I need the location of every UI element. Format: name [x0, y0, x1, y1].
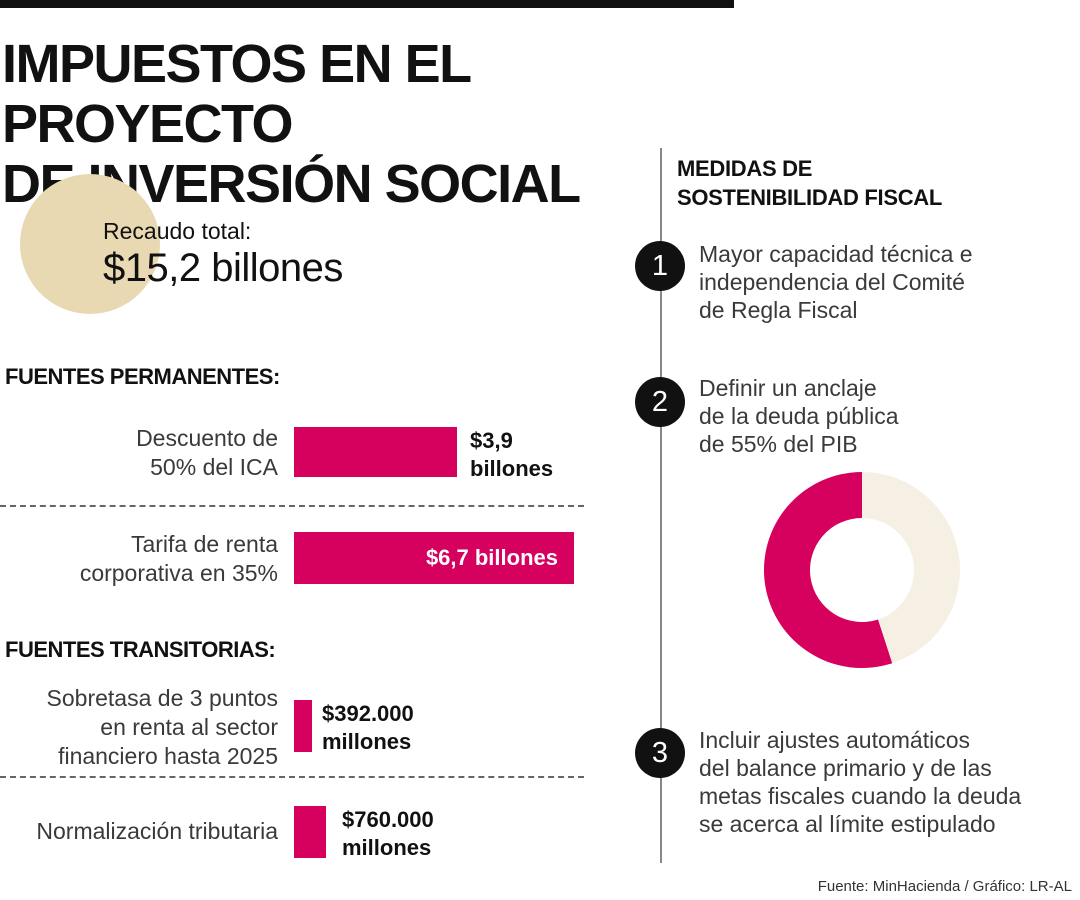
transitorias-heading: FUENTES TRANSITORIAS:	[5, 637, 276, 662]
row-label-sobretasa-line-3: financiero hasta 2025	[58, 743, 278, 769]
total-label: Recaudo total:	[103, 218, 252, 244]
measure-1: Mayor capacidad técnica e independencia …	[699, 240, 1069, 324]
row-divider	[0, 505, 584, 507]
bar-value-ica: $3,9 billones	[470, 427, 553, 483]
measure-3-line-2: del balance primario y de las	[699, 755, 992, 781]
measure-3-line-1: Incluir ajustes automáticos	[699, 727, 971, 753]
bar-value-sobretasa-line-2: millones	[322, 729, 412, 754]
row-label-ica-line-2: 50% del ICA	[150, 454, 278, 480]
bar-value-renta: $6,7 billones	[425, 545, 558, 570]
bar-value-ica-line-2: billones	[470, 456, 554, 481]
measure-3-line-3: metas fiscales cuando la deuda	[699, 783, 1022, 809]
row-divider	[0, 776, 584, 778]
row-label-sobretasa-line-1: Sobretasa de 3 puntos	[46, 685, 278, 711]
row-label-renta-line-2: corporativa en 35%	[79, 560, 278, 586]
donut-slice-rest	[862, 472, 960, 664]
row-label-renta: Tarifa de renta corporativa en 35%	[0, 530, 278, 588]
measure-number-2: 2	[635, 377, 685, 427]
bar-renta	[294, 532, 574, 584]
measure-2: Definir un anclaje de la deuda pública d…	[699, 374, 1069, 458]
bar-value-sobretasa-line-1: $392.000	[322, 701, 414, 726]
row-label-ica-line-1: Descuento de	[136, 425, 278, 451]
bar-ica	[294, 427, 457, 477]
row-label-normalizacion: Normalización tributaria	[36, 818, 278, 844]
debt-anchor-donut	[764, 472, 960, 668]
measure-1-line-1: Mayor capacidad técnica e	[699, 241, 973, 267]
bar-value-sobretasa: $392.000 millones	[322, 700, 414, 756]
measure-1-line-2: independencia del Comité	[699, 269, 965, 295]
bar-sobretasa	[294, 700, 312, 752]
permanentes-heading: FUENTES PERMANENTES:	[5, 364, 280, 389]
vertical-divider	[660, 148, 662, 863]
measure-2-line-2: de la deuda pública	[699, 403, 899, 429]
bar-value-normalizacion-line-1: $760.000	[342, 807, 434, 832]
medidas-heading: MEDIDAS DE SOSTENIBILIDAD FISCAL	[677, 154, 942, 212]
bar-value-normalizacion-line-2: millones	[342, 835, 432, 860]
source-note: Fuente: MinHacienda / Gráfico: LR-AL	[817, 878, 1072, 895]
measure-1-line-3: de Regla Fiscal	[699, 297, 858, 323]
bar-value-ica-line-1: $3,9	[470, 428, 513, 453]
donut-slice-debt	[764, 472, 893, 668]
total-circle	[20, 174, 160, 314]
measure-3: Incluir ajustes automáticos del balance …	[699, 726, 1069, 838]
measure-2-line-3: de 55% del PIB	[699, 431, 858, 457]
total-value: $15,2 billones	[103, 246, 343, 290]
bar-normalizacion	[294, 806, 326, 858]
row-label-sobretasa: Sobretasa de 3 puntos en renta al sector…	[0, 684, 278, 771]
top-rule	[0, 0, 734, 8]
measure-number-1: 1	[635, 241, 685, 291]
row-label-sobretasa-line-2: en renta al sector	[100, 714, 278, 740]
medidas-heading-line-2: SOSTENIBILIDAD FISCAL	[677, 185, 943, 210]
bar-value-normalizacion: $760.000 millones	[342, 806, 434, 862]
row-label-renta-line-1: Tarifa de renta	[130, 531, 278, 557]
row-label-ica: Descuento de 50% del ICA	[0, 424, 278, 482]
measure-2-line-1: Definir un anclaje	[699, 375, 877, 401]
title-line-1: IMPUESTOS EN EL PROYECTO	[2, 34, 471, 154]
medidas-heading-line-1: MEDIDAS DE	[677, 156, 813, 181]
measure-3-line-4: se acerca al límite estipulado	[699, 811, 996, 837]
measure-number-3: 3	[635, 728, 685, 778]
